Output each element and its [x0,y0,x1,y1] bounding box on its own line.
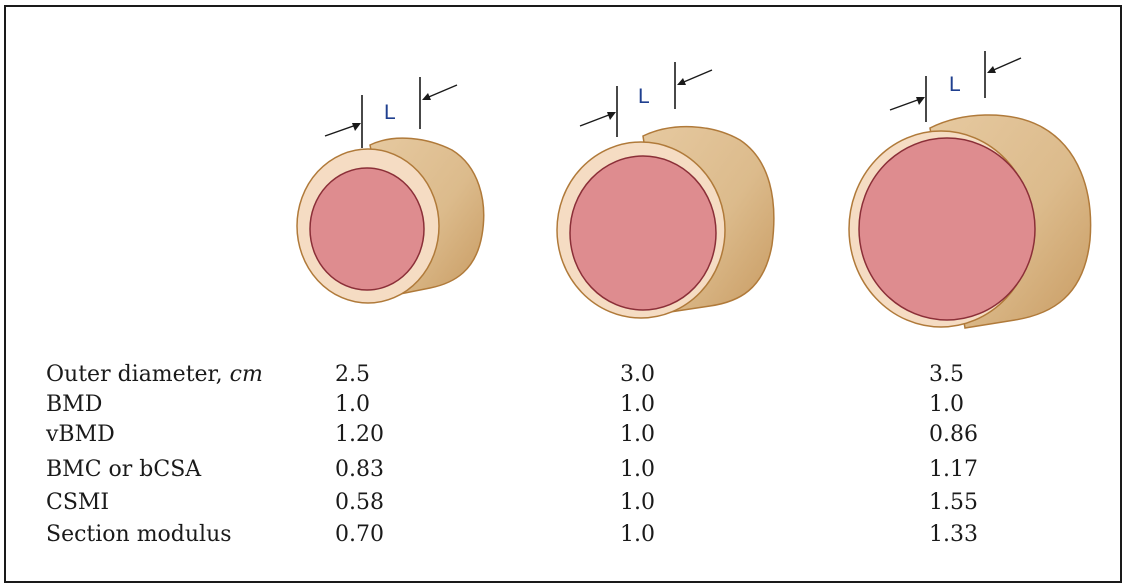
cylinder-medium-marrow [569,155,717,311]
cylinder-large-L-label: L [949,73,961,96]
cylinder-large-left-arrowhead [916,97,925,105]
cylinder-large-marrow [858,137,1036,321]
cylinder-medium-right-arrowhead [677,78,686,85]
cylinder-medium-left-arrowhead [607,112,616,120]
cylinder-medium: L [556,62,775,319]
cylinder-small: L [296,77,485,304]
cylinder-large: L [848,51,1092,329]
cylinder-small-left-arrowhead [352,123,361,131]
cylinder-medium-L-label: L [638,85,650,108]
cylinder-small-marrow [309,167,425,291]
cylinder-large-right-arrowhead [987,66,996,73]
cylinder-small-L-label: L [384,101,396,124]
cylinder-small-right-arrowhead [422,93,431,100]
